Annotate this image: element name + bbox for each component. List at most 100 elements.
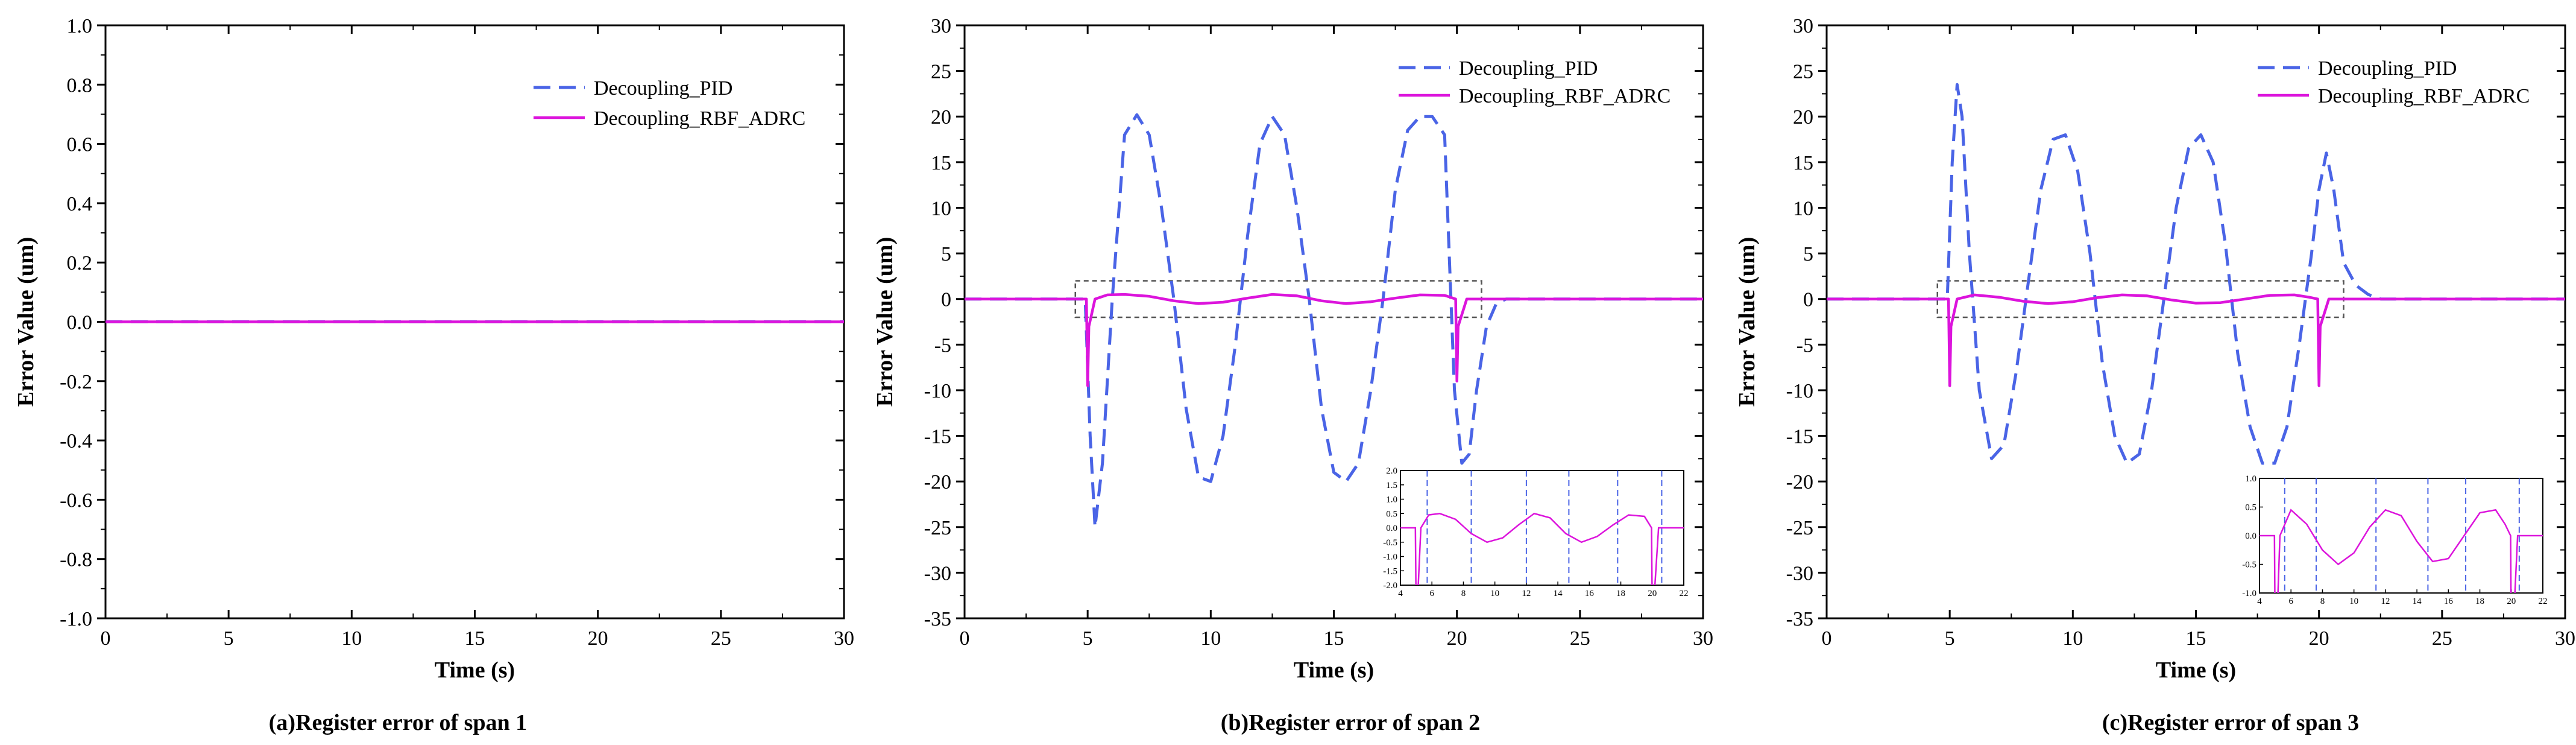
y-tick-label: -20 [1786, 471, 1813, 493]
series-line-pid [1827, 83, 2565, 465]
y-tick-label: 25 [1793, 61, 1813, 83]
panel-caption: (b)Register error of span 2 [1221, 710, 1481, 735]
y-tick-label: 15 [931, 152, 951, 174]
y-tick-label: 10 [1793, 197, 1813, 220]
x-tick-label: 30 [1693, 627, 1713, 650]
y-tick-label: 30 [931, 15, 951, 37]
inset-x-tick-label: 16 [1585, 589, 1595, 598]
y-tick-label: 5 [1803, 243, 1813, 265]
x-tick-label: 30 [834, 627, 854, 650]
legend-label-pid: Decoupling_PID [594, 77, 732, 100]
y-tick-label: -1.0 [60, 608, 92, 630]
x-tick-label: 20 [2309, 627, 2329, 650]
y-tick-label: -0.2 [60, 371, 92, 393]
y-tick-label: 0.4 [67, 193, 93, 215]
inset-y-tick-label: 0.5 [2245, 503, 2256, 513]
y-tick-label: -15 [924, 426, 951, 448]
legend-label-rbf-adrc: Decoupling_RBF_ADRC [1459, 85, 1671, 107]
y-axis-title: Error Value (um) [1734, 237, 1760, 407]
y-axis-title: Error Value (um) [872, 237, 898, 407]
inset-x-tick-label: 4 [2257, 597, 2262, 606]
y-tick-label: -10 [924, 380, 951, 402]
inset-x-tick-label: 22 [1680, 589, 1689, 598]
x-tick-label: 0 [960, 627, 970, 650]
inset-y-tick-label: -1.0 [1383, 553, 1397, 562]
inset-x-tick-label: 10 [1490, 589, 1499, 598]
y-tick-label: 20 [1793, 106, 1813, 128]
zoom-region-box [1074, 280, 1482, 319]
y-tick-label: 30 [1793, 15, 1813, 37]
y-tick-label: 25 [931, 61, 951, 83]
x-tick-label: 0 [101, 627, 111, 650]
series-line-pid [965, 113, 1703, 529]
legend: Decoupling_PID Decoupling_RBF_ADRC [534, 77, 805, 130]
inset-y-tick-label: -1.5 [1383, 566, 1397, 576]
y-tick-label: -30 [924, 562, 951, 585]
x-tick-label: 5 [1945, 627, 1955, 650]
inset-x-tick-label: 20 [2507, 597, 2516, 606]
inset-content [1400, 471, 1684, 585]
y-tick-label: -0.4 [60, 430, 92, 452]
x-tick-label: 10 [341, 627, 362, 650]
inset-frame [2259, 478, 2543, 594]
x-tick-label: 5 [224, 627, 234, 650]
inset-y-tick-label: 2.0 [1386, 466, 1397, 476]
y-tick-label: -10 [1786, 380, 1813, 402]
inset-x-tick-label: 14 [2413, 597, 2422, 606]
zoom-region-box [1936, 280, 2345, 319]
y-tick-label: -5 [1797, 334, 1813, 357]
legend-label-pid: Decoupling_PID [1459, 57, 1598, 80]
y-tick-label: 15 [1793, 152, 1813, 174]
y-tick-label: 5 [941, 243, 951, 265]
x-tick-label: 25 [1570, 627, 1590, 650]
inset-x-tick-label: 18 [2475, 597, 2484, 606]
x-tick-label: 15 [2186, 627, 2206, 650]
legend: Decoupling_PID Decoupling_RBF_ADRC [1399, 57, 1671, 107]
inset-y-tick-label: -2.0 [1383, 581, 1397, 591]
inset-x-tick-label: 16 [2444, 597, 2454, 606]
inset-x-tick-label: 22 [2539, 597, 2548, 606]
legend-label-pid: Decoupling_PID [2318, 57, 2457, 80]
x-tick-label: 25 [711, 627, 731, 650]
y-tick-label: 0 [941, 289, 951, 311]
inset-x-tick-label: 6 [1429, 589, 1434, 598]
y-tick-label: 20 [931, 106, 951, 128]
legend-label-rbf-adrc: Decoupling_RBF_ADRC [2318, 85, 2530, 107]
x-tick-label: 0 [1822, 627, 1832, 650]
series-line-rbf-adrc [1827, 293, 2565, 387]
chart-panel-2: 0 5 10 15 20 25 30 -35 -30 -25 -20 -15 -10 -5 0 5 10 15 20… [872, 15, 1713, 735]
inset-rbf-adrc-line [1400, 512, 1684, 585]
y-tick-label: -30 [1786, 562, 1813, 585]
legend: Decoupling_PID Decoupling_RBF_ADRC [2258, 57, 2530, 107]
inset-x-tick-label: 8 [2320, 597, 2325, 606]
inset-rbf-adrc-line [2260, 509, 2543, 593]
y-tick-label: -35 [1786, 608, 1813, 630]
inset-frame [1400, 470, 1684, 586]
inset-x-tick-label: 14 [1554, 589, 1563, 598]
y-tick-label: -35 [924, 608, 951, 630]
x-tick-label: 10 [1200, 627, 1221, 650]
inset-x-tick-label: 4 [1398, 589, 1403, 598]
y-tick-label: -25 [924, 517, 951, 539]
inset-x-tick-label: 18 [1616, 589, 1625, 598]
y-tick-label: 1.0 [67, 15, 93, 37]
x-axis-title: Time (s) [2156, 658, 2236, 683]
panel-caption: (a)Register error of span 1 [269, 710, 527, 735]
y-tick-label: 0 [1803, 289, 1813, 311]
y-axis-title: Error Value (um) [13, 237, 39, 407]
inset-chart: 4 6 8 10 12 14 16 18 20 22 -1.0 -0.5 0.0 0.5 1.0 [2242, 474, 2548, 606]
y-tick-label: -5 [934, 334, 951, 357]
y-tick-label: 0.8 [67, 74, 93, 97]
inset-content [2260, 478, 2543, 593]
y-tick-label: -20 [924, 471, 951, 493]
inset-x-tick-label: 12 [2381, 597, 2390, 606]
inset-chart: 4 6 8 10 12 14 16 18 20 22 -2.0 -1.5 -1.0 -0.5 0.0 0.5 1… [1383, 466, 1689, 598]
y-tick-label: -0.6 [60, 489, 92, 512]
x-axis-title: Time (s) [1294, 658, 1374, 683]
inset-y-tick-label: 1.0 [1386, 495, 1397, 505]
inset-y-tick-label: 0.0 [1386, 524, 1397, 533]
inset-x-tick-label: 8 [1461, 589, 1466, 598]
inset-y-tick-label: 1.5 [1386, 481, 1397, 490]
inset-x-tick-label: 12 [1522, 589, 1531, 598]
